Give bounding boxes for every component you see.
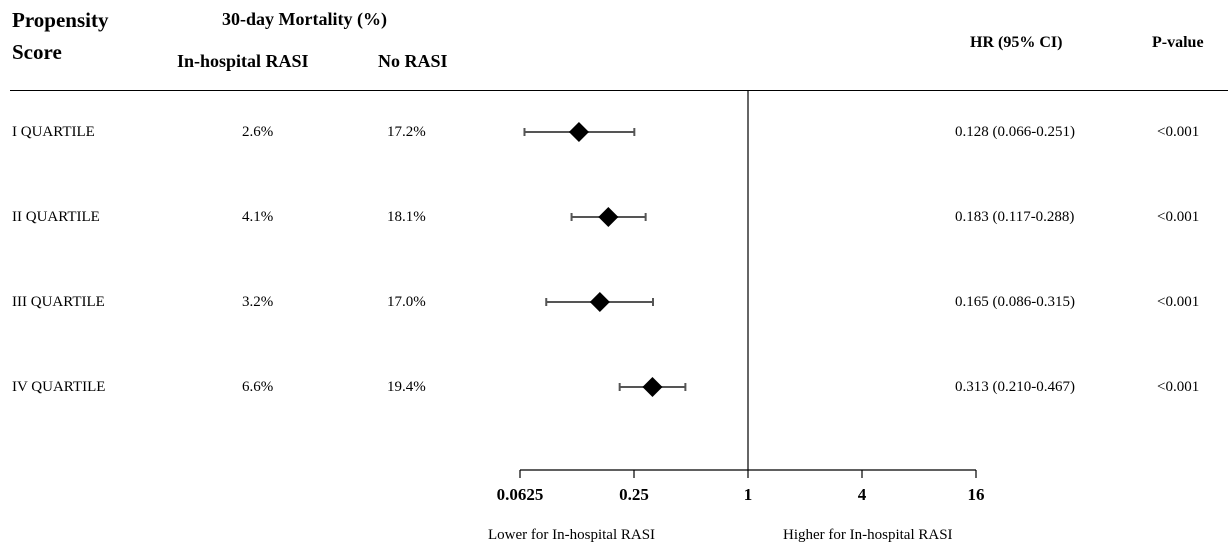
row-pvalue: <0.001	[1157, 379, 1200, 395]
row-label: II QUARTILE	[12, 209, 100, 225]
row-hr-text: 0.128 (0.066-0.251)	[955, 124, 1075, 140]
header-mortality: 30-day Mortality (%)	[222, 9, 387, 29]
row-label: IV QUARTILE	[12, 379, 106, 395]
row-hr-text: 0.313 (0.210-0.467)	[955, 379, 1075, 395]
header-no-rasi: No RASI	[378, 51, 448, 71]
row-no-rasi: 17.2%	[387, 124, 426, 140]
row-no-rasi: 18.1%	[387, 209, 426, 225]
row-rasi: 6.6%	[242, 379, 274, 395]
x-tick-label: 1	[744, 485, 753, 504]
row-rasi: 2.6%	[242, 124, 274, 140]
row-hr-text: 0.165 (0.086-0.315)	[955, 294, 1075, 310]
x-tick-label: 4	[858, 485, 867, 504]
hr-marker	[589, 292, 610, 312]
row-label: III QUARTILE	[12, 294, 105, 310]
header-hr: HR (95% CI)	[970, 34, 1063, 51]
row-pvalue: <0.001	[1157, 209, 1200, 225]
row-rasi: 3.2%	[242, 294, 274, 310]
hr-marker	[598, 207, 619, 227]
hr-marker	[642, 377, 663, 397]
header-pvalue: P-value	[1152, 34, 1204, 51]
row-hr-text: 0.183 (0.117-0.288)	[955, 209, 1075, 225]
lower-direction-label: Lower for In-hospital RASI	[488, 527, 656, 543]
x-tick-label: 16	[968, 485, 985, 504]
header-propensity-line1: Propensity	[12, 8, 109, 32]
row-rasi: 4.1%	[242, 209, 274, 225]
x-tick-label: 0.25	[619, 485, 649, 504]
header-rasi: In-hospital RASI	[177, 51, 309, 71]
row-no-rasi: 17.0%	[387, 294, 426, 310]
header-propensity-line2: Score	[12, 40, 62, 64]
row-no-rasi: 19.4%	[387, 379, 426, 395]
row-pvalue: <0.001	[1157, 294, 1200, 310]
header-rule	[10, 90, 1228, 91]
row-pvalue: <0.001	[1157, 124, 1200, 140]
row-label: I QUARTILE	[12, 124, 95, 140]
higher-direction-label: Higher for In-hospital RASI	[783, 527, 953, 543]
x-tick-label: 0.0625	[497, 485, 544, 504]
hr-marker	[568, 122, 589, 142]
